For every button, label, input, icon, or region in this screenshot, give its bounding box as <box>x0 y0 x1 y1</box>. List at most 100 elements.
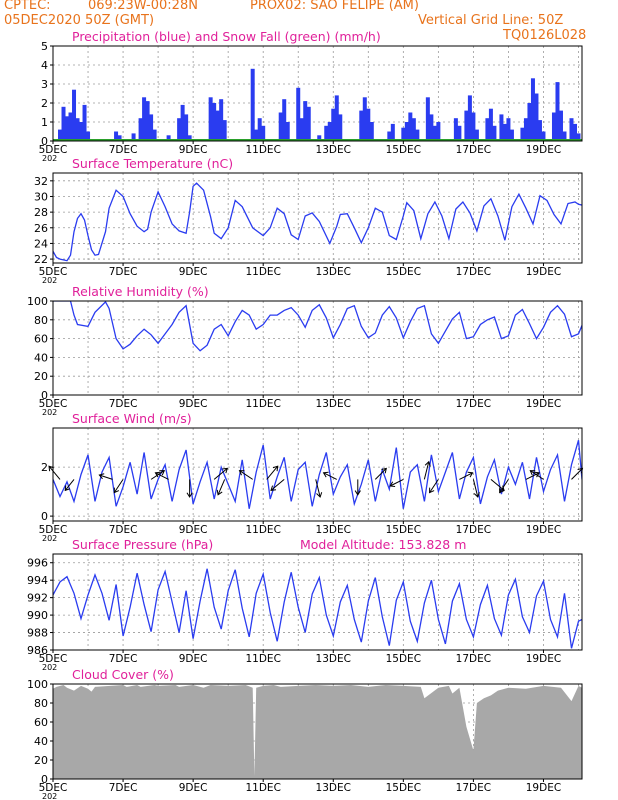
wind-vector-head <box>238 470 245 476</box>
wind-vector <box>429 479 439 493</box>
precipitation-bar <box>499 114 504 141</box>
temperature-ytick-label: 30 <box>34 190 48 203</box>
precipitation-bar <box>208 97 213 141</box>
temperature-xtick-label: 7DEC <box>109 266 138 278</box>
cloud-ytick-label: 0 <box>41 773 48 786</box>
precipitation-bar <box>180 104 185 141</box>
pressure-panel <box>50 553 583 653</box>
temperature-xtick-label: 9DEC <box>179 266 208 278</box>
precipitation-bar <box>117 135 122 141</box>
precipitation-bar <box>541 131 546 141</box>
wind-vector <box>270 479 285 491</box>
wind-xtick-label: 9DEC <box>179 524 208 536</box>
precipitation-bar <box>324 125 329 141</box>
precipitation-bar <box>306 106 311 141</box>
precipitation-bar <box>257 118 262 141</box>
precipitation-bar <box>334 95 339 141</box>
precipitation-bar <box>359 110 364 141</box>
wind-vector <box>150 470 165 480</box>
wind-xtick-label: 11DEC <box>245 524 280 536</box>
wind-vector-head <box>322 471 329 478</box>
precipitation-bar <box>68 112 73 141</box>
humidity-xtick-label: 11DEC <box>245 398 280 410</box>
cloud-ytick-label: 20 <box>34 754 48 767</box>
wind-panel <box>48 427 584 524</box>
precipitation-bar <box>82 104 87 141</box>
cloud-ytick-label: 60 <box>34 716 48 729</box>
precipitation-xtick-label: 13DEC <box>316 144 351 156</box>
wind-vector <box>323 472 337 480</box>
wind-vector-head <box>272 465 279 472</box>
wind-vector-head <box>381 467 387 474</box>
precipitation-year-label: 202 <box>42 154 57 163</box>
humidity-series-line <box>53 301 582 352</box>
wind-vector <box>472 479 479 498</box>
precipitation-bar <box>558 110 563 141</box>
precipitation-bar <box>537 120 542 141</box>
wind-vector <box>213 468 228 480</box>
precipitation-bar <box>555 82 560 141</box>
humidity-panel <box>50 300 583 398</box>
wind-vector-head <box>186 492 193 498</box>
precipitation-bar <box>296 87 301 141</box>
wind-vector <box>64 479 75 491</box>
wind-vector-head <box>159 470 166 476</box>
wind-vector <box>48 465 61 480</box>
wind-vector-head <box>222 467 229 474</box>
pressure-ytick-label: 994 <box>27 574 48 587</box>
pressure-xtick-label: 7DEC <box>109 653 138 665</box>
temperature-title: Surface Temperature (nC) <box>72 156 233 171</box>
humidity-ytick-label: 100 <box>27 295 48 308</box>
pressure-ytick-label: 986 <box>27 644 48 657</box>
precipitation-bar <box>569 118 574 141</box>
wind-vector <box>529 470 544 480</box>
humidity-xtick-label: 5DEC <box>39 398 68 410</box>
wind-xtick-label: 15DEC <box>386 524 421 536</box>
cloud-year-label: 202 <box>42 792 57 800</box>
cloud-ytick-label: 100 <box>27 678 48 691</box>
precipitation-bar <box>177 118 182 141</box>
wind-title: Surface Wind (m/s) <box>72 411 192 426</box>
precipitation-xtick-label: 11DEC <box>245 144 280 156</box>
precipitation-bar <box>474 129 479 141</box>
wind-xtick-label: 7DEC <box>109 524 138 536</box>
precipitation-ytick-label: 4 <box>41 59 48 72</box>
precipitation-ytick-label: 3 <box>41 78 48 91</box>
wind-vector-head <box>529 470 536 476</box>
precipitation-xtick-label: 7DEC <box>109 144 138 156</box>
precipitation-bar <box>366 108 371 141</box>
precipitation-bar <box>187 135 192 141</box>
header-date: 05DEC2020 50Z (GMT) <box>4 13 155 28</box>
wind-vector <box>155 472 169 480</box>
precipitation-bar <box>222 120 227 141</box>
wind-vector <box>99 474 113 480</box>
precipitation-frame <box>52 45 583 142</box>
temperature-xtick-label: 11DEC <box>245 266 280 278</box>
humidity-ytick-label: 60 <box>34 333 48 346</box>
wind-vector-head <box>429 487 435 494</box>
header-line1-left: CPTEC: <box>4 0 51 13</box>
precipitation-bar <box>131 133 136 141</box>
temperature-ytick-label: 22 <box>34 253 48 266</box>
wind-vector <box>374 468 387 480</box>
precipitation-bar <box>152 129 157 141</box>
precipitation-bar <box>502 123 507 141</box>
precipitation-bar <box>527 103 532 141</box>
pressure-xtick-label: 17DEC <box>456 653 491 665</box>
wind-vector <box>315 479 321 498</box>
temperature-panel <box>50 172 583 266</box>
precipitation-bar <box>576 133 581 141</box>
precipitation-bar <box>145 101 150 141</box>
precipitation-bar <box>250 68 255 141</box>
precipitation-xtick-label: 9DEC <box>179 144 208 156</box>
precipitation-xtick-label: 19DEC <box>526 144 561 156</box>
precipitation-bar <box>219 99 224 141</box>
precipitation-bar <box>425 97 430 141</box>
humidity-xtick-label: 17DEC <box>456 398 491 410</box>
wind-ytick-label: 0 <box>41 510 48 523</box>
cloud-xtick-label: 19DEC <box>526 782 561 794</box>
precipitation-xtick-label: 17DEC <box>456 144 491 156</box>
precipitation-bar <box>369 122 374 141</box>
header-run-id: TQ0126L028 <box>503 28 587 43</box>
